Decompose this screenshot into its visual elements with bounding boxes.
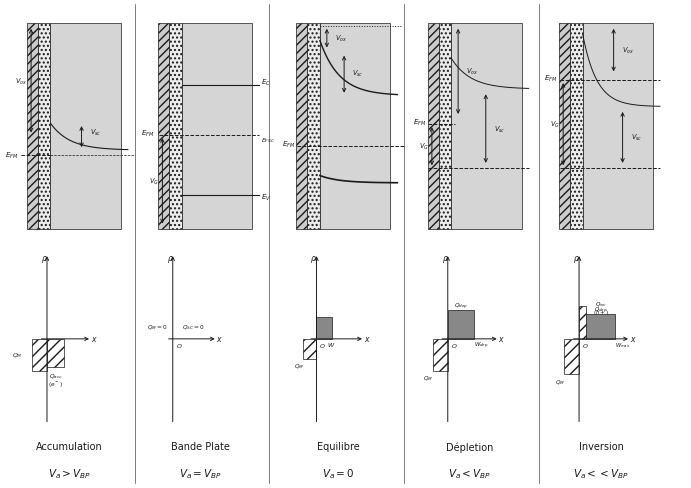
Text: $O$: $O$: [176, 342, 182, 349]
Bar: [50, 24, 121, 229]
Text: $x$: $x$: [363, 335, 370, 344]
Bar: [307, 24, 320, 229]
Text: $W_{max}$: $W_{max}$: [615, 341, 630, 349]
Text: $\rho$: $\rho$: [573, 253, 580, 264]
Text: $Q_{dep}$: $Q_{dep}$: [594, 305, 607, 315]
Text: $Q_M$: $Q_M$: [294, 362, 304, 370]
Text: $\rho$: $\rho$: [167, 253, 173, 264]
Bar: [27, 24, 38, 229]
Text: $Q_M=0$: $Q_M=0$: [147, 323, 168, 331]
Text: $x$: $x$: [216, 335, 223, 344]
Bar: [32, 339, 47, 371]
Text: $V_G$: $V_G$: [149, 176, 159, 186]
Bar: [47, 339, 64, 367]
Text: $Q_{dep}$: $Q_{dep}$: [454, 301, 468, 311]
Bar: [570, 24, 583, 229]
Text: $E_{FM}$: $E_{FM}$: [545, 74, 558, 83]
Bar: [320, 24, 390, 229]
Bar: [38, 24, 50, 229]
Bar: [564, 339, 579, 374]
Text: $E_{FM}$: $E_{FM}$: [282, 140, 295, 149]
Text: $O$: $O$: [319, 342, 326, 349]
Text: $V_a = 0$: $V_a = 0$: [323, 467, 354, 480]
Text: $V_a > V_{BP}$: $V_a > V_{BP}$: [48, 467, 91, 480]
Text: $O$: $O$: [50, 342, 57, 349]
Text: $Q_{inv}$: $Q_{inv}$: [595, 300, 607, 308]
Text: $(h+)$: $(h+)$: [593, 308, 609, 317]
Bar: [316, 317, 332, 339]
Text: $V_a < V_{BP}$: $V_a < V_{BP}$: [448, 467, 491, 480]
Text: $E_{FM}$: $E_{FM}$: [6, 151, 19, 161]
Text: $W$: $W$: [328, 340, 336, 348]
Text: $(e^-)$: $(e^-)$: [48, 380, 63, 388]
Text: $E_V$: $E_V$: [261, 193, 272, 203]
Text: $V_{ox}$: $V_{ox}$: [15, 77, 28, 86]
Text: $V_{ox}$: $V_{ox}$: [335, 34, 348, 44]
Text: $V_G$: $V_G$: [419, 142, 428, 152]
Bar: [428, 24, 439, 229]
Text: $Q_M$: $Q_M$: [12, 351, 23, 359]
Text: $E_{FSC}$: $E_{FSC}$: [261, 135, 276, 144]
Text: $Q_{SC}=0$: $Q_{SC}=0$: [182, 323, 205, 331]
Text: $V_{sc}$: $V_{sc}$: [90, 127, 102, 138]
Bar: [182, 24, 252, 229]
Text: $x$: $x$: [630, 335, 636, 344]
Text: $O$: $O$: [582, 342, 589, 349]
Bar: [169, 24, 182, 229]
Text: $E_{FM}$: $E_{FM}$: [141, 128, 154, 139]
Text: Accumulation: Accumulation: [36, 442, 102, 451]
Bar: [448, 311, 474, 339]
Bar: [583, 24, 653, 229]
Text: $x$: $x$: [91, 335, 97, 344]
Text: $W_{dep}$: $W_{dep}$: [474, 340, 489, 350]
Text: $x$: $x$: [498, 335, 505, 344]
Bar: [296, 24, 307, 229]
Bar: [586, 315, 615, 339]
Text: Dépletion: Dépletion: [446, 441, 493, 452]
Bar: [158, 24, 169, 229]
Bar: [303, 339, 316, 360]
Text: $Q_{acc}$: $Q_{acc}$: [49, 371, 62, 380]
Bar: [579, 306, 586, 339]
Text: $V_{sc}$: $V_{sc}$: [494, 124, 506, 134]
Text: $\rho$: $\rho$: [310, 253, 317, 264]
Bar: [451, 24, 522, 229]
Text: $Q_M$: $Q_M$: [424, 374, 433, 383]
Text: $V_a << V_{BP}$: $V_a << V_{BP}$: [574, 467, 629, 480]
Text: $E_{FM}$: $E_{FM}$: [413, 118, 426, 127]
Text: Equilibre: Equilibre: [317, 442, 360, 451]
Text: Bande Plate: Bande Plate: [171, 442, 230, 451]
Text: $V_{ox}$: $V_{ox}$: [622, 46, 634, 56]
Text: $V_{sc}$: $V_{sc}$: [631, 133, 643, 143]
Text: $V_{sc}$: $V_{sc}$: [352, 69, 364, 79]
Text: $\rho$: $\rho$: [41, 253, 48, 264]
Text: $Q_M$: $Q_M$: [555, 378, 565, 386]
Bar: [433, 339, 448, 371]
Text: $V_a = V_{BP}$: $V_a = V_{BP}$: [179, 467, 222, 480]
Text: $O$: $O$: [451, 342, 457, 349]
Bar: [559, 24, 570, 229]
Bar: [439, 24, 451, 229]
Text: $V_{ox}$: $V_{ox}$: [466, 67, 479, 77]
Text: $E_C$: $E_C$: [261, 78, 271, 88]
Text: $V_G$: $V_G$: [550, 120, 560, 130]
Text: $\rho$: $\rho$: [442, 253, 448, 264]
Text: Inversion: Inversion: [579, 442, 623, 451]
